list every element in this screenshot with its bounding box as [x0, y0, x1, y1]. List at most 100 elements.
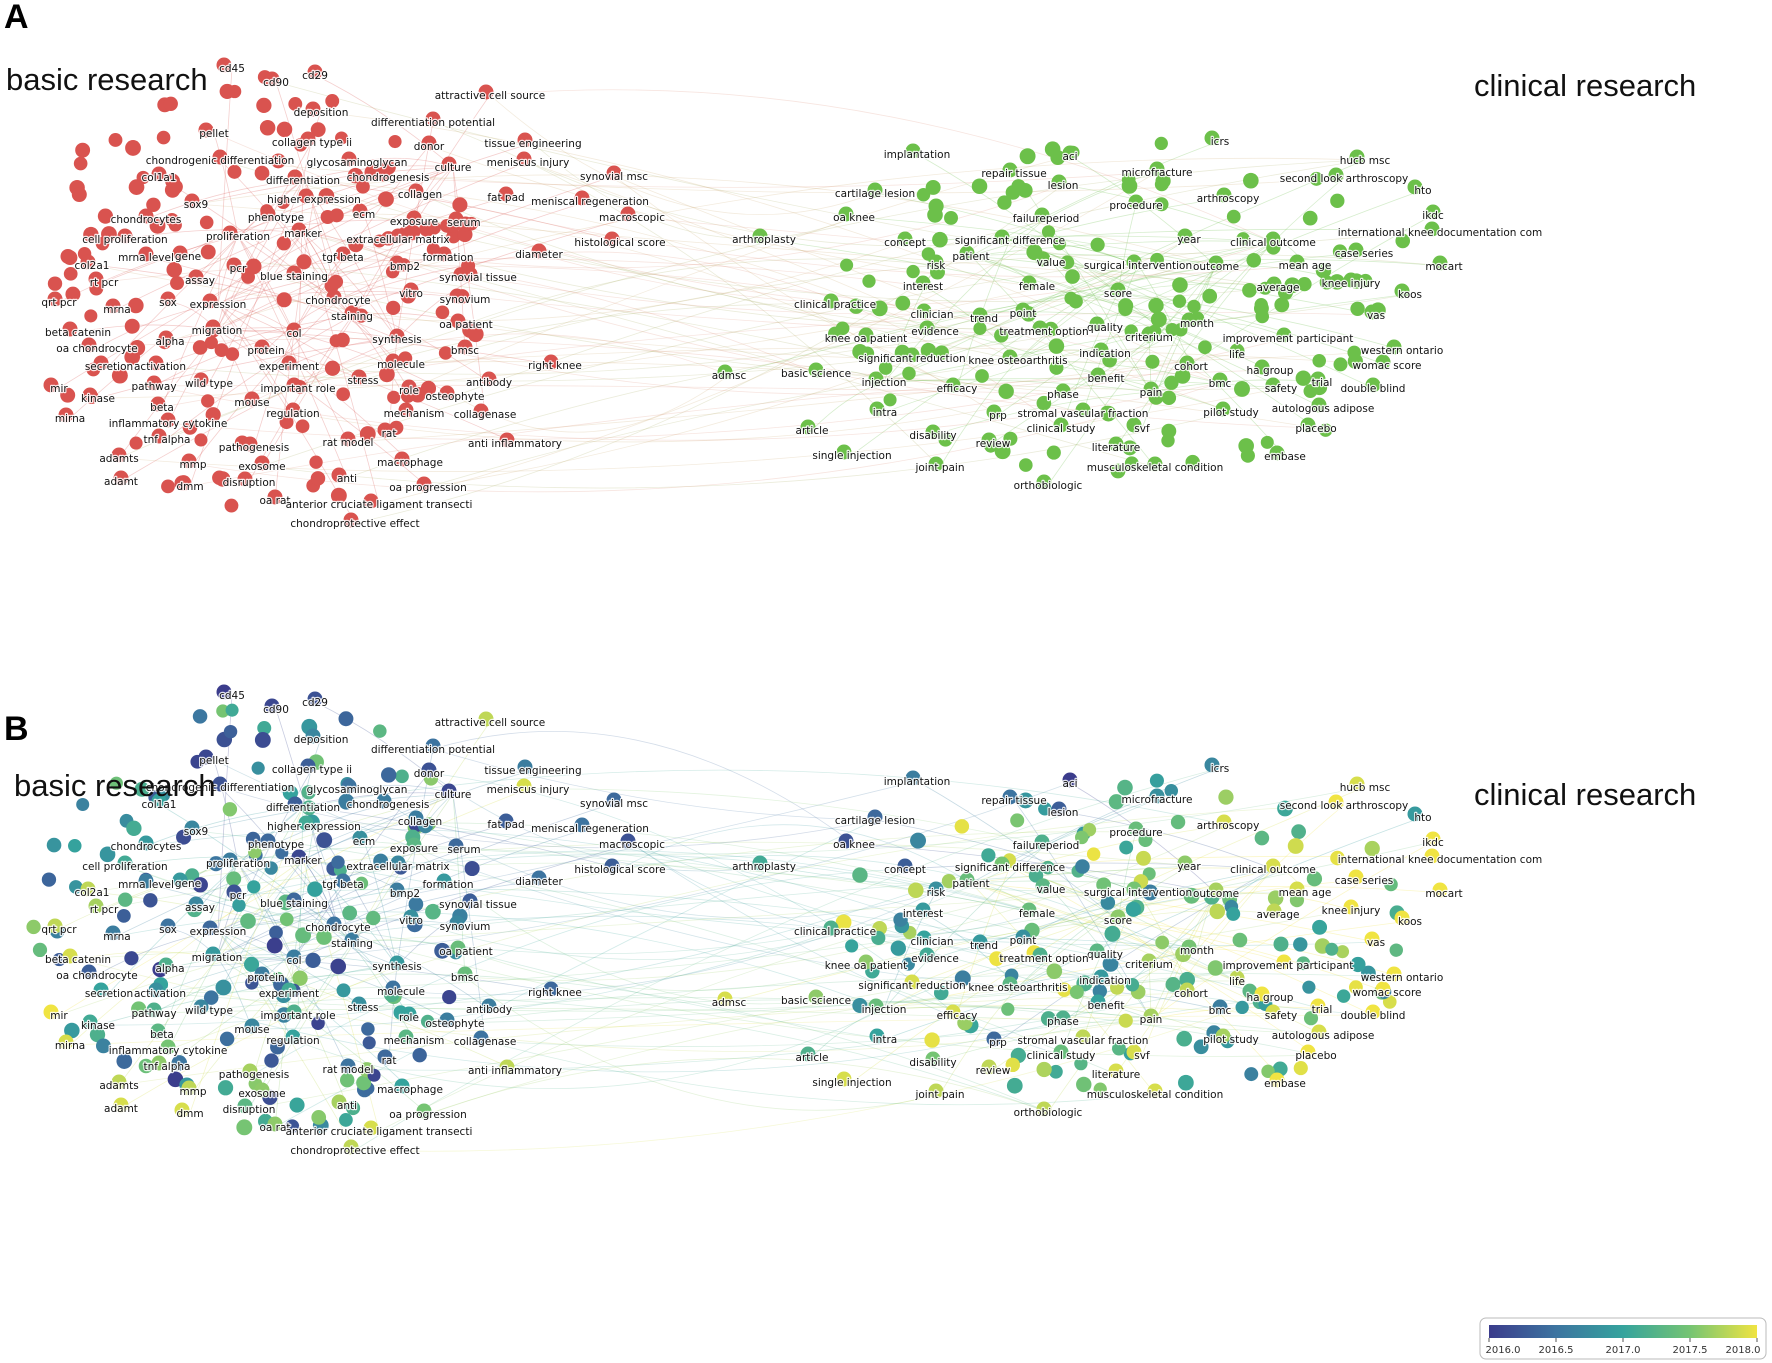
node-histological-score	[604, 858, 620, 874]
keyword-node	[199, 215, 214, 230]
link-line	[337, 880, 540, 928]
keyword-node	[944, 210, 958, 225]
link-line	[956, 239, 1011, 389]
keyword-node	[994, 328, 1009, 343]
link-line	[103, 166, 454, 283]
keyword-node	[1302, 980, 1316, 994]
link-line	[237, 235, 402, 365]
node-collagen	[408, 810, 424, 826]
node-cartilage-lesion	[867, 182, 883, 198]
node-stromal-vascular-fraction	[1075, 1029, 1091, 1045]
keyword-node	[204, 336, 218, 350]
node-treatment-option	[1032, 320, 1048, 336]
node-mocart	[1432, 255, 1448, 271]
keyword-node	[1226, 906, 1241, 921]
node-serum	[448, 838, 464, 854]
term-label-hto: hto	[1414, 185, 1431, 197]
term-label-benefit: benefit	[1088, 373, 1125, 385]
term-label-cd29: cd29	[302, 697, 328, 709]
node-tnf-alpha	[151, 1055, 167, 1071]
year-colorbar: 2016.0 2016.5 2017.0 2017.5 2018.0	[1479, 1317, 1767, 1360]
term-label-phenotype: phenotype	[248, 839, 304, 851]
keyword-node	[1155, 173, 1171, 189]
term-label-failureperiod: failureperiod	[1013, 840, 1080, 852]
term-label-right-knee: right knee	[528, 987, 582, 999]
term-label-placebo: placebo	[1295, 1050, 1336, 1062]
keyword-node	[426, 220, 441, 235]
term-label-regulation: regulation	[266, 408, 319, 420]
node-womac-score	[1375, 981, 1391, 997]
keyword-node	[75, 142, 91, 158]
keyword-node	[295, 419, 310, 434]
term-label-hucb-msc: hucb msc	[1340, 782, 1391, 794]
node-interest	[915, 902, 931, 918]
link-line	[1047, 892, 1217, 1113]
node-mir	[43, 377, 59, 393]
link-line	[217, 930, 295, 961]
term-label-donor: donor	[414, 768, 445, 780]
node-anti-inflammatory	[499, 432, 515, 448]
colorbar-gradient	[1489, 1325, 1757, 1338]
keyword-node	[1003, 431, 1018, 446]
keyword-node	[1254, 301, 1269, 316]
link-line	[1117, 919, 1286, 1084]
cross-cluster-link	[488, 972, 1403, 1010]
keyword-node	[215, 979, 232, 996]
node-clinical-study	[1053, 1044, 1069, 1060]
node-quality	[1089, 316, 1105, 332]
node-single-injection	[836, 1071, 852, 1087]
keyword-node	[1395, 233, 1411, 249]
node-marker	[291, 849, 307, 865]
node-protein	[254, 966, 270, 982]
node-orthobiologic	[1036, 474, 1052, 490]
link-line	[763, 865, 1198, 951]
term-label-pathogenesis: pathogenesis	[219, 442, 289, 454]
node-microfracture	[1149, 161, 1165, 177]
term-label-anterior-cruciate-ligament-transecti: anterior cruciate ligament transecti	[286, 1126, 473, 1138]
node-molecule	[385, 353, 401, 369]
term-label-anti: anti	[337, 473, 357, 485]
keyword-node	[310, 122, 326, 138]
node-attractive-cell-source	[478, 84, 494, 100]
term-label-mouse: mouse	[234, 1024, 269, 1036]
term-label-year: year	[1177, 861, 1201, 873]
node-wild-type	[193, 372, 209, 388]
node-beta-catenin	[62, 321, 78, 337]
term-label-koos: koos	[1398, 289, 1422, 301]
term-label-rt-pcr: rt pcr	[90, 904, 119, 916]
panel-a-labels: cd45 cd90 cd29 deposition attractive cell so…	[40, 62, 1543, 531]
term-label-prp: prp	[989, 1037, 1007, 1049]
link-line	[1009, 228, 1441, 241]
keyword-node	[1348, 980, 1363, 995]
cross-cluster-link	[428, 772, 958, 1016]
term-label-chondrocytes: chondrocytes	[111, 841, 182, 853]
node-significant-difference	[994, 856, 1010, 872]
node-histological-score	[604, 231, 620, 247]
term-label-oa-knee: oa knee	[833, 839, 875, 851]
term-label-significant-difference: significant difference	[955, 862, 1065, 874]
cross-cluster-link	[387, 171, 1158, 188]
keyword-node	[254, 165, 270, 181]
node-pathway	[146, 375, 162, 391]
cross-cluster-link	[167, 365, 1192, 440]
keyword-node	[63, 266, 78, 281]
link-line	[118, 859, 304, 1086]
keyword-node	[311, 1110, 327, 1125]
keyword-node	[270, 1039, 285, 1055]
node-lesion	[1051, 174, 1067, 190]
term-label-deposition: deposition	[294, 107, 349, 119]
node-quality	[1089, 943, 1105, 959]
keyword-node	[73, 156, 88, 171]
node-synovial-msc	[606, 792, 622, 808]
keyword-node	[1164, 784, 1179, 798]
term-label-failureperiod: failureperiod	[1013, 213, 1080, 225]
node-clinical-outcome	[1265, 858, 1281, 874]
term-label-embase: embase	[1264, 1078, 1306, 1090]
node-collagen-type-ii	[300, 758, 316, 774]
term-label-placebo: placebo	[1295, 423, 1336, 435]
keyword-node	[924, 1032, 940, 1048]
cross-cluster-link	[208, 997, 1049, 1113]
term-label-evidence: evidence	[911, 326, 959, 338]
term-label-regulation: regulation	[266, 1035, 319, 1047]
link-line	[161, 235, 239, 408]
